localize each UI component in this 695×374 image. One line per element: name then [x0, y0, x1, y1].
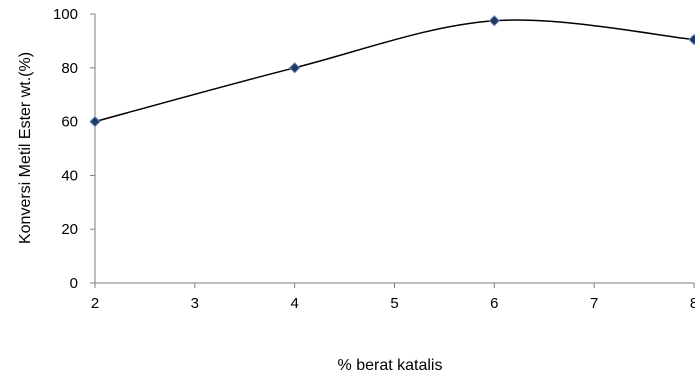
y-tick-label: 40	[61, 167, 78, 184]
data-point	[89, 115, 101, 128]
y-tick-label: 100	[53, 6, 78, 23]
x-ticks: 2 3 4 5 6 7 8	[91, 283, 695, 312]
x-tick-label: 2	[91, 295, 99, 312]
x-axis-title: % berat katalis	[338, 357, 443, 374]
x-tick-label: 7	[590, 295, 598, 312]
x-axis: 2 3 4 5 6 7 8	[91, 282, 695, 312]
data-point	[288, 62, 301, 74]
y-ticks: 0 20 40 60 80 100	[53, 6, 95, 292]
y-tick-label: 20	[61, 221, 78, 238]
y-tick-label: 60	[61, 114, 78, 131]
x-tick-label: 6	[490, 295, 498, 312]
data-point	[488, 15, 501, 27]
x-tick-label: 3	[191, 295, 199, 312]
y-axis-title: Konversi Metil Ester wt.(%)	[17, 52, 34, 244]
series-layer	[89, 15, 695, 128]
x-tick-label: 5	[390, 295, 398, 312]
y-tick-label: 0	[70, 275, 78, 292]
y-axis: 0 20 40 60 80 100	[53, 6, 96, 292]
series-line	[94, 19, 695, 123]
y-tick-label: 80	[61, 60, 78, 77]
x-tick-label: 8	[690, 295, 695, 312]
data-point	[688, 33, 695, 46]
x-tick-label: 4	[290, 295, 298, 312]
